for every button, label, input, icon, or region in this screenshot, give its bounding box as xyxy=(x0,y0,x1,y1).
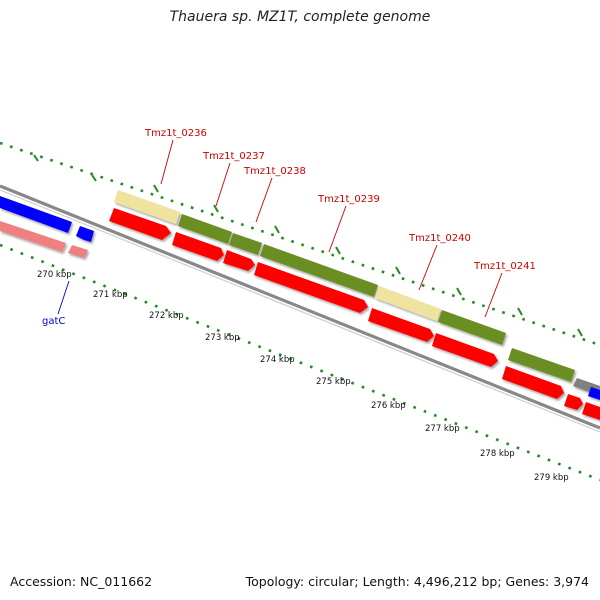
major-tick xyxy=(335,246,341,255)
map-title: Thauera sp. MZ1T, complete genome xyxy=(169,9,431,25)
gene-labels: gatC Tmz1t_0236 Tmz1t_0237 Tmz1t_0238 Tm… xyxy=(42,128,536,327)
kbp-label: 272 kbp xyxy=(149,311,184,321)
cog-block-olive-1 xyxy=(178,214,232,244)
label-Tmz1t_0238: Tmz1t_0238 xyxy=(243,166,306,177)
label-Tmz1t_0237: Tmz1t_0237 xyxy=(202,151,265,162)
label-Tmz1t_0241: Tmz1t_0241 xyxy=(473,261,536,272)
gene-gatC xyxy=(76,226,94,242)
label-Tmz1t_0240: Tmz1t_0240 xyxy=(408,233,471,244)
cog-block-olive-4 xyxy=(438,310,506,345)
label-Tmz1t_0239: Tmz1t_0239 xyxy=(317,194,380,205)
kbp-label: 270 kbp xyxy=(37,270,72,280)
kbp-label: 274 kbp xyxy=(260,355,295,365)
kbp-label: 273 kbp xyxy=(205,333,240,343)
accession-text: Accession: NC_011662 xyxy=(10,574,153,589)
cog-block-olive-3 xyxy=(260,244,378,297)
major-tick xyxy=(213,204,219,213)
label-callouts xyxy=(57,139,503,318)
inner-tick-ring xyxy=(0,243,600,482)
gene-cds-9 xyxy=(582,402,600,420)
major-tick xyxy=(153,184,159,193)
gene-blue-large xyxy=(0,196,72,233)
major-tick xyxy=(517,307,523,316)
kbp-label: 278 kbp xyxy=(480,449,515,459)
outer-tick-ring xyxy=(0,141,600,347)
gene-cds-7 xyxy=(502,366,564,399)
cog-block-olive-5 xyxy=(508,348,575,382)
gene-Tmz1t_0240 xyxy=(368,308,434,342)
kbp-label: 275 kbp xyxy=(316,377,351,387)
cog-block-pale-yellow-2 xyxy=(375,286,441,321)
kbp-label: 271 kbp xyxy=(93,290,128,300)
major-tick xyxy=(395,266,401,275)
genome-stats-text: Topology: circular; Length: 4,496,212 bp… xyxy=(245,574,589,589)
kbp-label: 276 kbp xyxy=(371,401,406,411)
major-tick xyxy=(577,328,583,337)
gene-Tmz1t_0237 xyxy=(172,232,224,261)
major-tick xyxy=(456,287,462,296)
major-tick xyxy=(33,154,39,162)
cog-block-blue xyxy=(588,387,600,400)
gene-pink-large xyxy=(0,221,66,252)
cog-block-pale-yellow-1 xyxy=(114,190,180,224)
major-tick xyxy=(274,225,280,234)
cog-block-olive-2 xyxy=(229,233,262,255)
cog-ring[interactable] xyxy=(114,190,600,400)
gene-Tmz1t_0236 xyxy=(109,208,171,240)
gene-Tmz1t_0241 xyxy=(432,333,498,367)
gene-track[interactable] xyxy=(0,196,600,420)
genome-backbone xyxy=(0,184,600,433)
kbp-label: 279 kbp xyxy=(534,473,569,483)
gene-Tmz1t_0239 xyxy=(254,262,368,313)
kbp-scale-labels: 270 kbp 271 kbp 272 kbp 273 kbp 274 kbp … xyxy=(37,270,569,483)
major-tick xyxy=(91,174,97,182)
gene-pink-small xyxy=(68,245,88,258)
gene-cds-8 xyxy=(564,394,583,410)
kbp-label: 277 kbp xyxy=(425,424,460,434)
label-gatC: gatC xyxy=(42,316,65,327)
gene-Tmz1t_0238 xyxy=(223,250,255,271)
label-Tmz1t_0236: Tmz1t_0236 xyxy=(144,128,207,139)
